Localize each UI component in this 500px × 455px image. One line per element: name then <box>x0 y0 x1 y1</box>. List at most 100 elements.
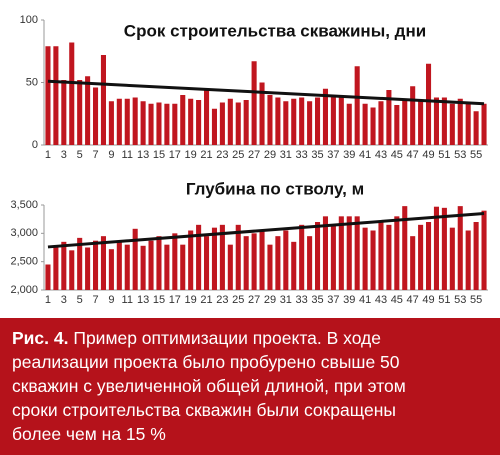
bar <box>473 222 479 290</box>
x-tick-label: 17 <box>169 149 181 161</box>
x-tick-label: 45 <box>391 149 403 161</box>
bar <box>203 236 210 290</box>
bar <box>100 236 107 290</box>
bar <box>370 107 376 145</box>
bar <box>53 245 59 290</box>
bar <box>386 90 392 145</box>
bar <box>85 76 91 145</box>
bar <box>100 55 107 145</box>
bar <box>362 103 368 145</box>
caption: Рис. 4. Пример оптимизации проекта. В хо… <box>0 318 500 455</box>
bar <box>346 216 352 290</box>
bar <box>378 101 384 145</box>
bar <box>346 103 352 145</box>
bar <box>433 206 440 290</box>
x-tick-label: 51 <box>438 294 450 306</box>
x-tick-label: 43 <box>375 149 387 161</box>
y-tick-label: 2,500 <box>10 256 38 268</box>
x-tick-label: 7 <box>92 149 98 161</box>
bar <box>283 101 289 145</box>
bar <box>314 222 321 290</box>
bar <box>203 88 210 145</box>
bar <box>156 102 162 145</box>
bar <box>441 207 447 290</box>
y-tick-label: 0 <box>32 139 38 151</box>
bar <box>354 66 360 145</box>
x-tick-label: 49 <box>422 149 434 161</box>
bar <box>394 216 400 290</box>
bar <box>172 103 178 145</box>
bar <box>481 210 487 290</box>
bar <box>92 240 99 290</box>
chart-title: Срок строительства скважины, дни <box>124 21 426 40</box>
bar <box>172 233 178 290</box>
bar <box>180 244 186 290</box>
bar <box>219 102 225 145</box>
bar <box>338 96 344 145</box>
x-tick-label: 17 <box>169 294 181 306</box>
bar <box>370 230 376 290</box>
bar <box>449 227 455 290</box>
bar <box>410 236 416 290</box>
bar <box>53 46 59 145</box>
x-tick-label: 55 <box>470 294 482 306</box>
x-tick-label: 5 <box>77 294 83 306</box>
x-tick-label: 9 <box>108 149 114 161</box>
bar <box>148 103 154 145</box>
bar <box>330 224 336 290</box>
bar <box>410 86 416 145</box>
x-tick-label: 41 <box>359 294 371 306</box>
x-tick-label: 21 <box>200 294 212 306</box>
bar <box>124 244 130 290</box>
x-tick-label: 11 <box>122 149 133 161</box>
bar <box>449 103 455 145</box>
bar <box>322 88 329 145</box>
x-tick-label: 15 <box>153 149 165 161</box>
bar <box>394 105 400 145</box>
bar <box>77 237 83 290</box>
x-tick-label: 21 <box>200 149 212 161</box>
x-tick-label: 33 <box>296 294 308 306</box>
bar <box>164 103 170 145</box>
x-tick-label: 45 <box>391 294 403 306</box>
bar <box>418 224 424 290</box>
bar <box>116 241 122 290</box>
caption-line: сроки строительства скважин были сокраще… <box>12 400 396 420</box>
bar <box>457 98 463 145</box>
x-tick-label: 5 <box>77 149 83 161</box>
x-tick-label: 3 <box>61 294 67 306</box>
caption-line: Рис. 4. Пример оптимизации проекта. В хо… <box>12 326 488 350</box>
bar <box>283 230 289 290</box>
x-tick-label: 47 <box>407 149 419 161</box>
y-tick-label: 100 <box>20 14 38 26</box>
bar <box>219 224 225 290</box>
bar <box>188 98 194 145</box>
bar <box>465 230 471 290</box>
bar <box>61 80 67 145</box>
bar <box>196 100 202 145</box>
x-tick-label: 39 <box>343 294 355 306</box>
bar <box>291 241 297 290</box>
bar <box>196 224 202 290</box>
bar <box>45 46 51 145</box>
x-tick-label: 13 <box>137 294 149 306</box>
bar <box>418 101 424 145</box>
bar <box>457 206 463 290</box>
bar <box>402 98 408 145</box>
caption-line: более чем на 15 % <box>12 424 166 444</box>
caption-line: реализации проекта было пробурено свыше … <box>12 352 400 372</box>
bar <box>275 97 281 145</box>
bar <box>116 98 122 145</box>
x-tick-label: 35 <box>311 149 323 161</box>
trend-line <box>47 79 485 106</box>
bar <box>243 100 249 145</box>
x-tick-label: 25 <box>232 294 244 306</box>
x-tick-label: 33 <box>296 149 308 161</box>
x-tick-label: 41 <box>359 149 371 161</box>
bar <box>307 101 313 145</box>
bar <box>235 224 241 290</box>
x-tick-label: 31 <box>280 149 292 161</box>
bar <box>156 236 162 290</box>
bar <box>211 227 218 290</box>
